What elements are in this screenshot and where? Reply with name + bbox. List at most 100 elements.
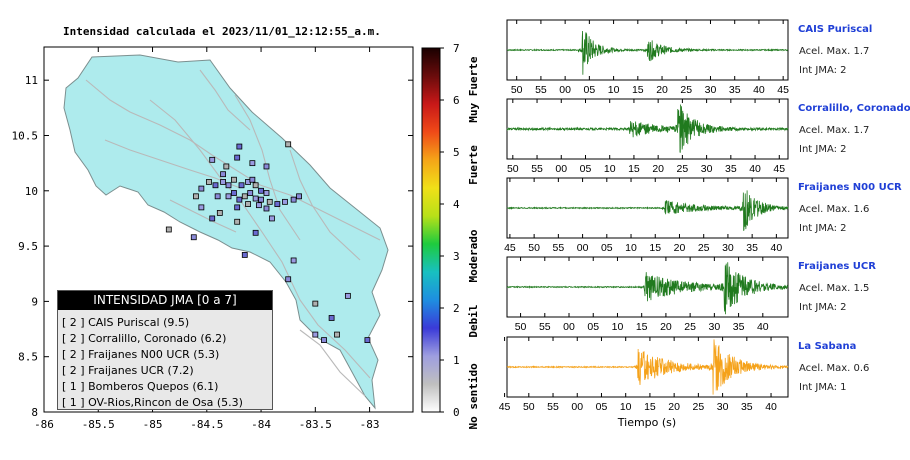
station-marker: [258, 196, 264, 203]
intensity-legend: INTENSIDAD JMA [0 a 7] [ 2 ] CAIS Purisc…: [57, 290, 273, 410]
wave-xtick-label: 40: [753, 84, 765, 96]
max-acceleration-label: Acel. Max. 1.7: [799, 125, 870, 136]
wave-xtick-label: 25: [698, 242, 710, 254]
wave-xtick-label: 10: [625, 242, 637, 254]
colorbar-category-label: No sentido: [467, 363, 480, 430]
wave-xtick-label: 30: [722, 242, 734, 254]
station-marker: [252, 229, 259, 236]
waveform-panel: 50 55 00 05 10 15 20 25 30 35 40 45: [506, 19, 789, 96]
legend-item: [ 1 ] OV-Rios,Rincon de Osa (5.3): [62, 396, 243, 409]
station-marker: [247, 190, 254, 196]
waveform-trace: [506, 104, 789, 153]
wave-xtick-label: 00: [577, 242, 589, 254]
map-ytick-label: 10: [25, 185, 38, 198]
wave-xtick-label: 05: [584, 84, 596, 96]
map-xtick-label: -86: [34, 418, 54, 431]
wave-xtick-label: 25: [684, 321, 696, 333]
station-marker: [209, 156, 216, 163]
map-xtick-label: -84: [251, 418, 271, 431]
station-marker: [263, 163, 270, 170]
map-xtick-label: -84.5: [190, 418, 223, 431]
colorbar-tick-label: 1: [453, 354, 460, 367]
colorbar-tick-label: 2: [453, 302, 460, 315]
station-marker: [234, 154, 241, 161]
wave-xtick-label: 55: [547, 401, 559, 413]
station-name: La Sabana: [798, 341, 857, 352]
wave-xtick-label: 30: [701, 163, 713, 175]
wave-xtick-label: 55: [539, 321, 551, 333]
legend-item: [ 2 ] Fraijanes N00 UCR (5.3): [62, 348, 220, 361]
wave-xtick-label: 10: [604, 163, 616, 175]
wave-xtick-label: 20: [674, 242, 686, 254]
wave-xtick-label: 25: [680, 84, 692, 96]
legend-item: [ 1 ] Bomberos Quepos (6.1): [62, 380, 219, 393]
wave-xtick-label: 35: [729, 84, 741, 96]
map-ytick-label: 9.5: [18, 240, 38, 253]
station-name: Corralillo, Coronado: [798, 103, 910, 114]
wave-xtick-label: 50: [511, 84, 523, 96]
colorbar-tick-label: 6: [453, 94, 460, 107]
wave-xtick-label: 20: [652, 163, 664, 175]
wave-xtick-label: 55: [535, 84, 547, 96]
wave-xtick-label: 00: [555, 163, 567, 175]
wave-xtick-label: 00: [571, 401, 583, 413]
colorbar-tick-label: 5: [453, 146, 460, 159]
wave-xtick-label: 05: [587, 321, 599, 333]
wave-xtick-label: 35: [725, 163, 737, 175]
station-marker: [255, 202, 262, 209]
colorbar-category-label: Moderado: [467, 229, 480, 282]
jma-intensity-label: Int JMA: 2: [799, 302, 847, 313]
station-marker: [321, 337, 327, 344]
legend-header: INTENSIDAD JMA [0 a 7]: [58, 291, 272, 310]
waveform-panel: 50 55 00 05 10 15 20 25 30 35 40 45: [506, 98, 789, 175]
map-ytick-label: 8.5: [18, 351, 38, 364]
station-marker: [285, 276, 292, 283]
wave-xtick-label: 15: [636, 321, 648, 333]
wave-xtick-label: 40: [749, 163, 761, 175]
jma-intensity-label: Int JMA: 2: [799, 65, 847, 76]
costa-rica-land: [63, 54, 389, 410]
wave-xtick-label: 10: [612, 321, 624, 333]
waveform-panel: 45 50 55 00 05 10 15 20 25 30 35 40: [504, 177, 789, 254]
wave-xtick-label: 45: [504, 242, 516, 254]
wave-xtick-label: 00: [563, 321, 575, 333]
colorbar-tick-label: 3: [453, 250, 460, 263]
station-marker: [223, 163, 230, 170]
wave-xtick-label: 40: [765, 401, 777, 413]
colorbar-tick-label: 4: [453, 198, 460, 211]
max-acceleration-label: Acel. Max. 1.5: [799, 283, 870, 294]
station-marker: [216, 210, 223, 216]
wave-xtick-label: 40: [771, 242, 783, 254]
station-marker: [198, 204, 205, 211]
jma-intensity-label: Int JMA: 1: [799, 382, 847, 393]
wave-xtick-label: 00: [559, 84, 571, 96]
wave-xtick-label: 10: [620, 401, 632, 413]
map-xtick-label: -85: [143, 418, 163, 431]
station-marker: [328, 315, 335, 321]
station-marker: [241, 252, 248, 258]
station-marker: [212, 182, 219, 189]
colorbar-tick-label: 7: [453, 42, 460, 55]
station-marker: [334, 331, 340, 338]
station-marker: [282, 198, 288, 205]
station-marker: [290, 257, 297, 264]
station-marker: [252, 182, 259, 189]
wave-xtick-label: 45: [499, 401, 511, 413]
colorbar-category-label: Debil: [467, 304, 480, 337]
map-ytick-label: 11: [25, 74, 38, 87]
station-marker: [220, 171, 226, 178]
waveform-panel: 50 55 00 05 10 15 20 25 30 35 40: [506, 256, 789, 333]
jma-intensity-label: Int JMA: 2: [799, 223, 847, 234]
station-marker: [190, 234, 197, 241]
max-acceleration-label: Acel. Max. 0.6: [799, 363, 870, 374]
map-ytick-label: 8: [31, 406, 38, 419]
legend-item: [ 2 ] Fraijanes UCR (7.2): [62, 364, 194, 377]
station-name: CAIS Puriscal: [798, 24, 873, 35]
station-marker: [266, 198, 273, 205]
time-axis-label: Tiempo (s): [617, 416, 676, 429]
colorbar-category-label: Muy Fuerte: [467, 56, 480, 123]
wave-xtick-label: 35: [746, 242, 758, 254]
station-marker: [258, 187, 264, 194]
station-marker: [344, 292, 351, 299]
